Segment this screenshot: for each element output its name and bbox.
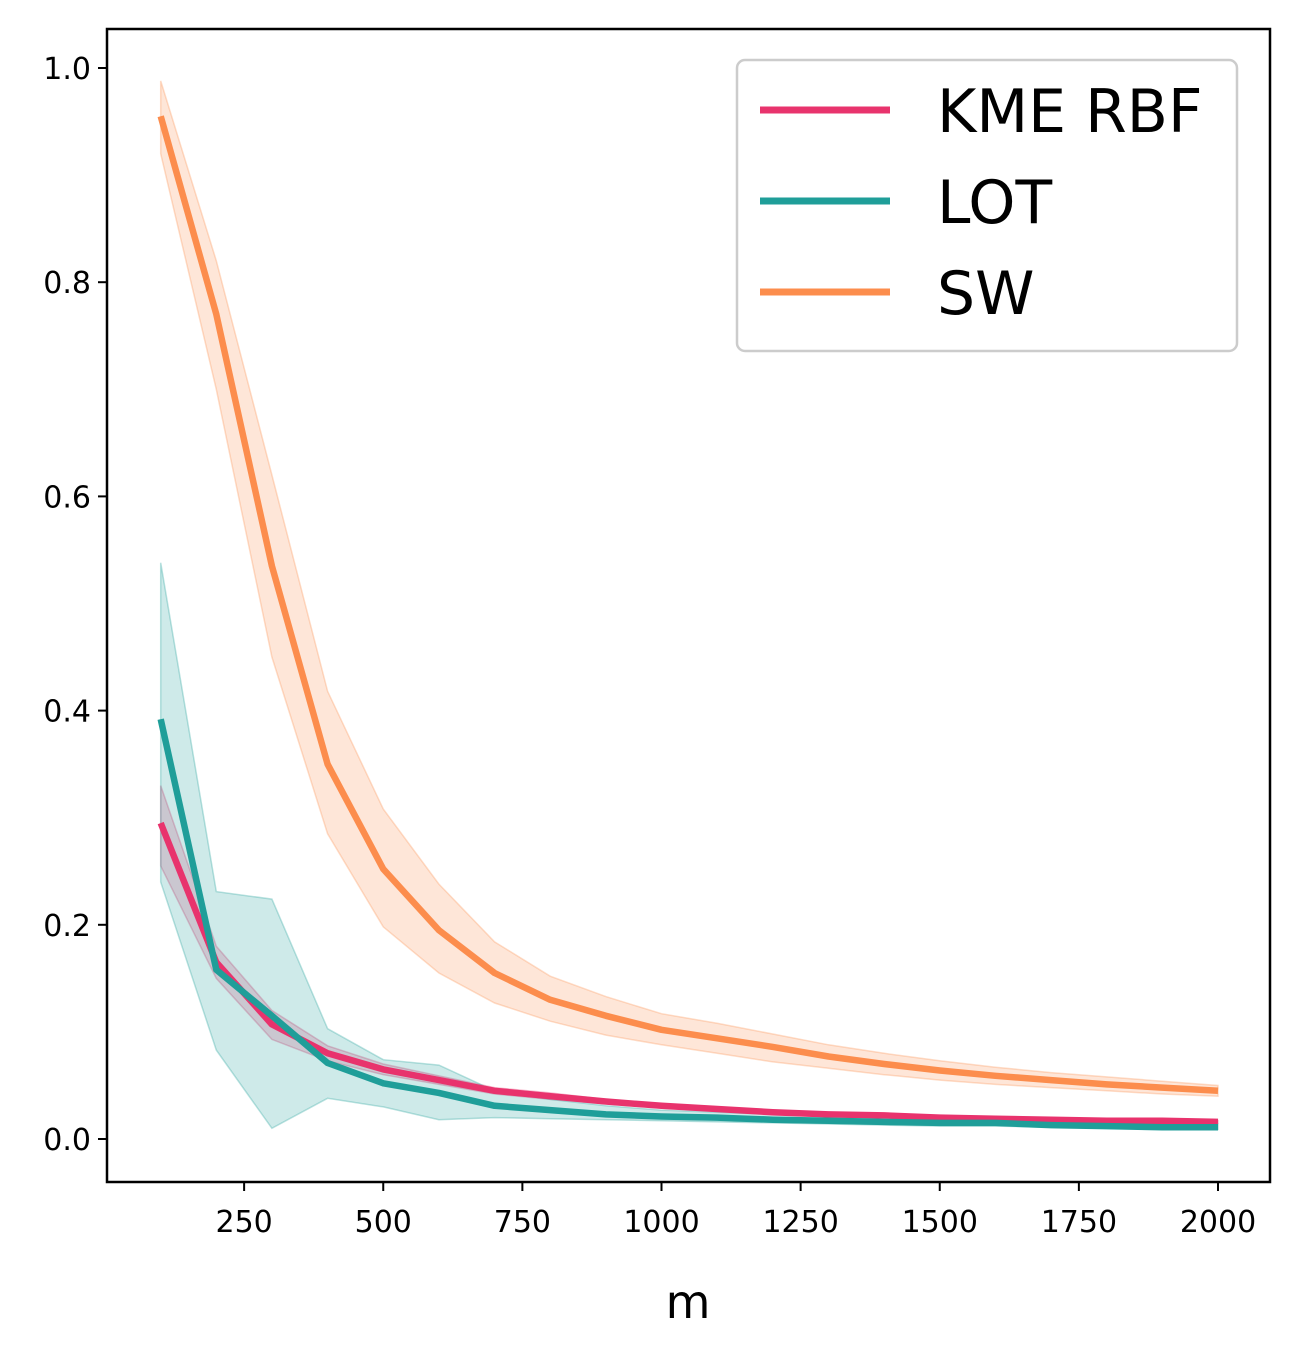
y-tick-label: 1.0: [43, 52, 91, 87]
legend-label-kme-rbf: KME RBF: [937, 77, 1202, 147]
y-axis: 0.0 0.2 0.4 0.6 0.8 1.0: [43, 52, 107, 1158]
legend-box: [735, 58, 1239, 353]
y-tick-label: 0.4: [43, 695, 91, 730]
x-tick-label: 750: [494, 1205, 551, 1240]
band-sw: [159, 80, 1219, 1097]
series-lines: [157, 115, 1219, 1131]
x-axis-title: m: [666, 1275, 711, 1329]
x-tick-label: 1250: [762, 1205, 838, 1240]
y-tick-label: 0.0: [43, 1123, 91, 1158]
x-tick-label: 2000: [1180, 1205, 1256, 1240]
x-tick-label: 1000: [623, 1205, 699, 1240]
x-axis: 250 500 750 1000 1250 1500 1750 2000: [215, 1182, 1256, 1240]
x-tick-label: 250: [215, 1205, 272, 1240]
x-tick-label: 1500: [902, 1205, 978, 1240]
band-kme-rbf: [159, 785, 1219, 1124]
y-tick-label: 0.6: [43, 480, 91, 515]
plot-frame: [105, 27, 1272, 1184]
legend-label-lot: LOT: [937, 168, 1053, 238]
legend-label-sw: SW: [937, 259, 1034, 329]
y-tick-label: 0.2: [43, 909, 91, 944]
legend: KME RBF LOT SW: [735, 58, 1239, 353]
x-tick-label: 1750: [1041, 1205, 1117, 1240]
y-tick-label: 0.8: [43, 266, 91, 301]
line-kme-rbf: [157, 821, 1219, 1126]
line-sw: [157, 115, 1219, 1095]
line-lot: [157, 718, 1218, 1131]
x-tick-label: 500: [355, 1205, 412, 1240]
